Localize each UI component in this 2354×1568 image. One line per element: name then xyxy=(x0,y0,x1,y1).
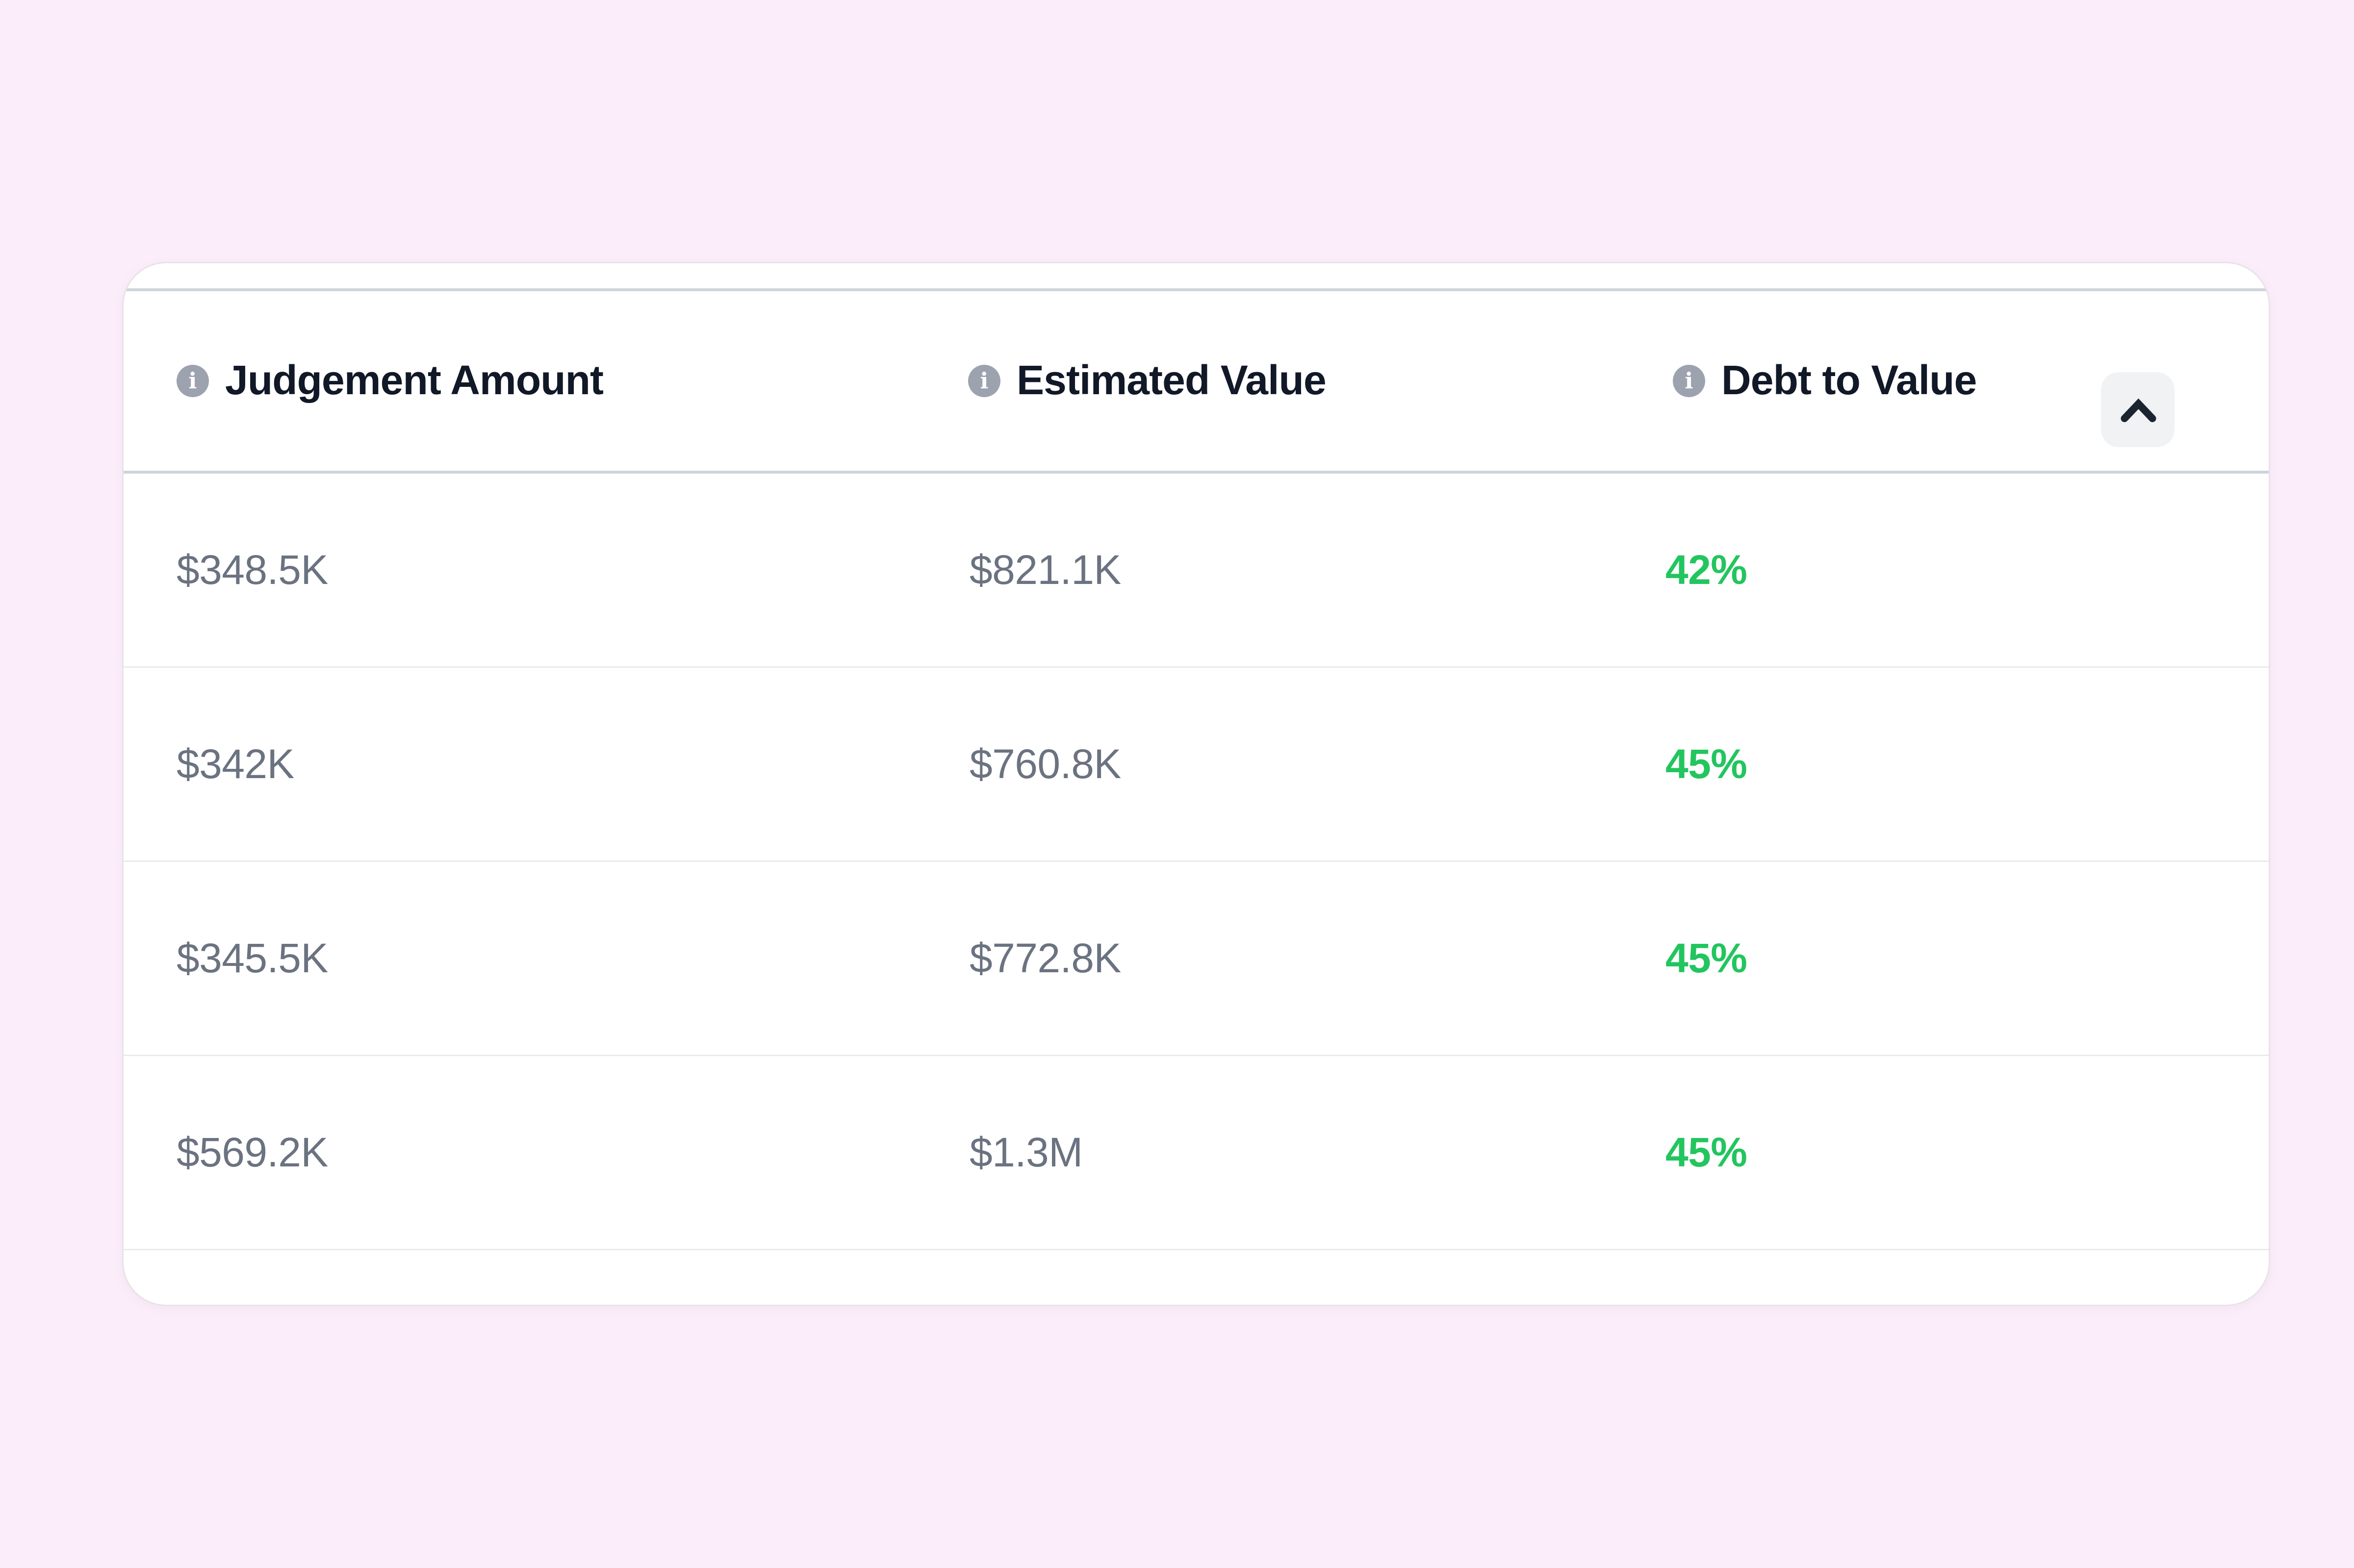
chevron-up-icon xyxy=(2120,398,2155,422)
estimated-value-cell: $760.8K xyxy=(970,740,1121,786)
judgement-amount-cell: $342K xyxy=(177,740,295,786)
table-row: $345.5K $772.8K 45% xyxy=(124,862,2269,1056)
debt-to-value-cell: 45% xyxy=(1665,935,1747,981)
column-header-label: Judgement Amount xyxy=(225,357,604,403)
table-top-divider xyxy=(124,288,2269,291)
info-icon[interactable]: i xyxy=(177,365,209,397)
table-row: $569.2K $1.3M 45% xyxy=(124,1056,2269,1250)
sort-ascending-button[interactable] xyxy=(2101,372,2175,447)
estimated-value-cell: $821.1K xyxy=(970,546,1121,592)
data-table-card: i Judgement Amount i Estimated Value i D… xyxy=(122,262,2270,1306)
column-header-label: Debt to Value xyxy=(1721,357,1977,403)
header-bottom-divider xyxy=(124,471,2269,474)
judgement-amount-cell: $348.5K xyxy=(177,546,328,592)
column-header-label: Estimated Value xyxy=(1017,357,1327,403)
table-row: $348.5K $821.1K 42% xyxy=(124,474,2269,668)
column-header-debt-to-value[interactable]: i Debt to Value xyxy=(1673,291,1977,471)
info-icon[interactable]: i xyxy=(1673,365,1705,397)
column-header-estimated-value[interactable]: i Estimated Value xyxy=(968,291,1327,471)
judgement-amount-cell: $345.5K xyxy=(177,935,328,981)
judgement-amount-cell: $569.2K xyxy=(177,1129,328,1175)
debt-to-value-cell: 42% xyxy=(1665,546,1747,592)
table-body: $348.5K $821.1K 42% $342K $760.8K 45% $3… xyxy=(124,474,2269,1250)
table-row: $342K $760.8K 45% xyxy=(124,668,2269,862)
debt-to-value-cell: 45% xyxy=(1665,1129,1747,1175)
estimated-value-cell: $1.3M xyxy=(970,1129,1083,1175)
card-top-spacer xyxy=(124,263,2269,288)
table-header-row: i Judgement Amount i Estimated Value i D… xyxy=(124,291,2269,471)
estimated-value-cell: $772.8K xyxy=(970,935,1121,981)
debt-to-value-cell: 45% xyxy=(1665,740,1747,786)
column-header-judgement-amount[interactable]: i Judgement Amount xyxy=(177,291,604,471)
info-icon[interactable]: i xyxy=(968,365,1000,397)
